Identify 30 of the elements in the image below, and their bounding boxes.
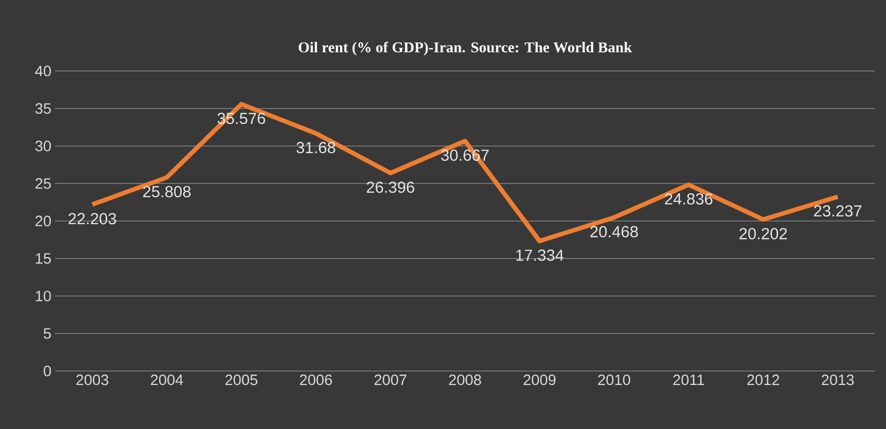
data-label: 31.68 [296,142,336,154]
y-tick-label: 5 [44,328,51,339]
data-label: 22.203 [68,213,116,224]
data-label: 26.396 [366,182,414,193]
data-label: 23.237 [814,205,862,217]
chart-title: Oil rent (% of GDP)-Iran. Source: The World Bank [298,42,632,56]
data-label: 24.836 [664,193,712,205]
y-tick-label: 0 [44,366,51,376]
data-label: 20.202 [740,228,787,240]
y-tick-label: 25 [36,178,51,189]
x-tick-label: 2006 [300,374,332,386]
y-tick-label: 10 [36,290,51,302]
y-tick-label: 20 [36,216,51,226]
y-tick-label: 15 [36,253,51,264]
y-tick-label: 40 [35,66,51,76]
x-tick-label: 2009 [524,374,556,386]
y-tick-label: 35 [35,103,51,114]
x-tick-label: 2005 [225,374,258,386]
x-tick-label: 2004 [150,374,184,386]
x-tick-label: 2007 [374,374,406,386]
x-tick-label: 2011 [673,374,704,386]
data-label: 20.468 [590,226,638,238]
x-tick-label: 2012 [747,374,780,386]
y-tick-label: 30 [35,140,51,152]
data-label: 25.808 [143,186,191,198]
x-tick-label: 2008 [449,374,482,386]
x-tick-label: 2013 [822,374,854,386]
data-label: 17.334 [516,250,564,261]
x-tick-label: 2010 [598,374,630,386]
x-tick-label: 2003 [76,374,108,386]
